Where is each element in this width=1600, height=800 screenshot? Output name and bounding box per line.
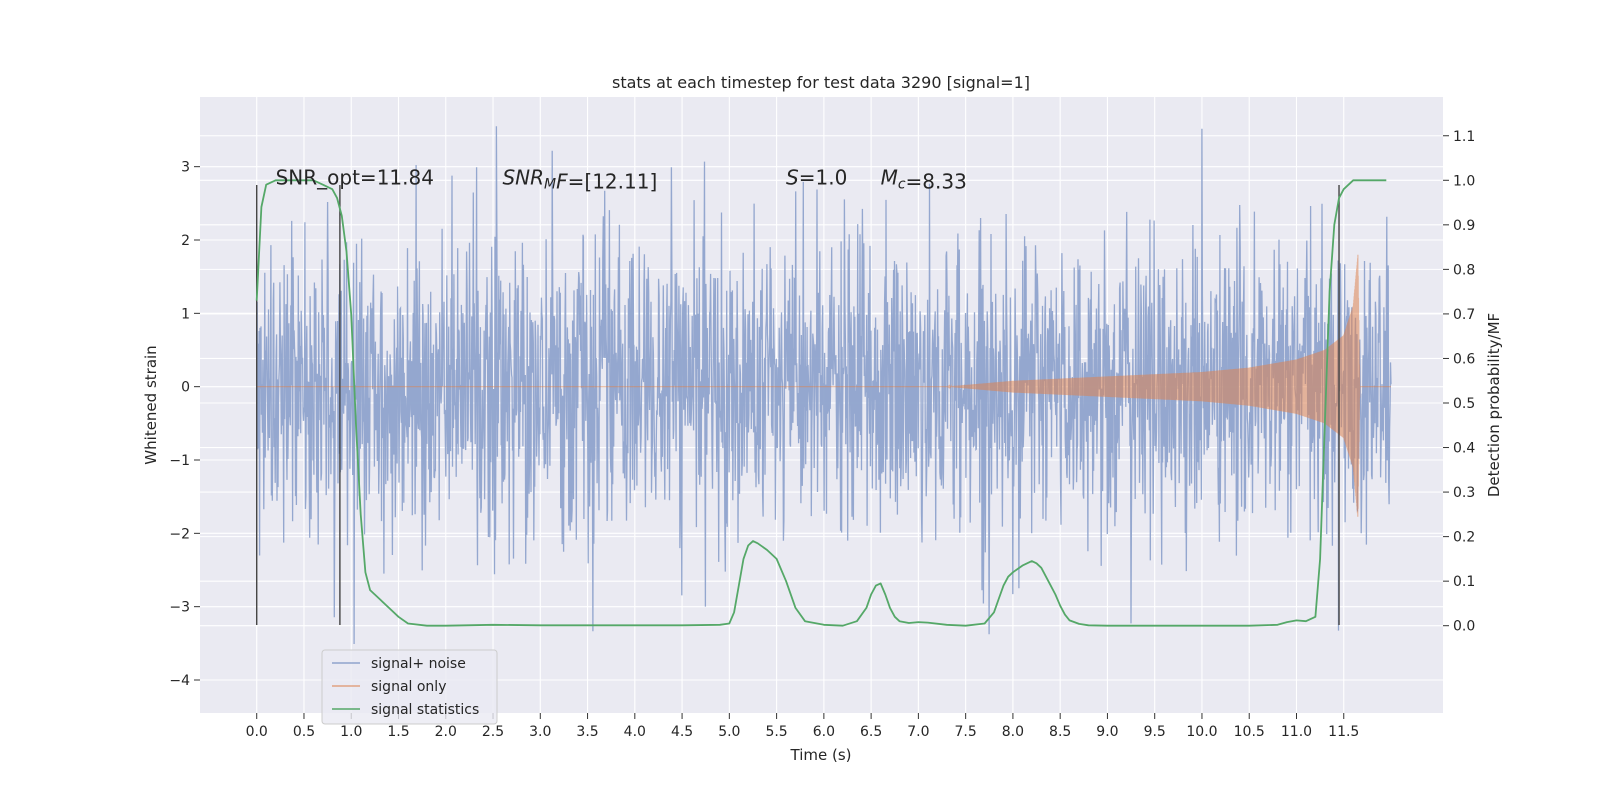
y-tick-label: −2: [169, 526, 190, 542]
x-tick-label: 1.0: [340, 724, 362, 740]
x-tick-label: 2.5: [482, 724, 504, 740]
chart-title: stats at each timestep for test data 329…: [612, 73, 1030, 92]
annotation-part: F: [556, 170, 568, 194]
y-tick-label: 3: [181, 160, 190, 176]
y-right-tick-label: 0.4: [1453, 441, 1475, 457]
signal-noise-line: [256, 126, 1392, 645]
y-right-tick-label: 0.6: [1453, 351, 1475, 367]
series-signal-noise: [256, 126, 1392, 645]
x-tick-label: 9.5: [1144, 724, 1166, 740]
legend-label-signal-only: signal only: [371, 679, 446, 695]
y-tick-label: 0: [181, 380, 190, 396]
legend-box: [321, 649, 498, 725]
x-tick-label: 6.0: [813, 724, 835, 740]
legend: signal+ noise signal only signal statist…: [321, 649, 498, 725]
annotation-part: SNR: [502, 166, 544, 190]
x-tick-label: 5.0: [718, 724, 740, 740]
x-tick-label: 9.0: [1096, 724, 1118, 740]
x-tick-label: 10.5: [1234, 724, 1265, 740]
x-tick-label: 0.0: [246, 724, 268, 740]
y-right-tick-label: 0.8: [1453, 262, 1475, 278]
x-tick-label: 8.5: [1049, 724, 1071, 740]
y-axis-label: Whitened strain: [142, 345, 160, 464]
annotation: SNRMF=[12.11]: [502, 166, 657, 194]
annotation-part: =1.0: [799, 166, 848, 190]
y-right-tick-label: 1.0: [1453, 173, 1475, 189]
signal-only-line: [256, 254, 1391, 517]
x-axis-label: Time (s): [790, 746, 852, 764]
y-tick-label: −3: [169, 600, 190, 616]
y-right-tick-label: 0.5: [1453, 396, 1475, 412]
x-tick-label: 2.0: [435, 724, 457, 740]
y-right-axis-label: Detection probability/MF: [1485, 313, 1503, 497]
y-tick-label: −1: [169, 453, 190, 469]
y-right-tick-label: 0.9: [1453, 218, 1475, 234]
annotation: S=1.0: [786, 166, 847, 190]
annotation-part: S: [786, 166, 799, 190]
y-right-tick-label: 0.2: [1453, 530, 1475, 546]
x-tick-label: 8.0: [1002, 724, 1024, 740]
annotation-part: M: [544, 177, 556, 193]
x-tick-label: 1.5: [387, 724, 409, 740]
annotation-part: M: [881, 166, 898, 190]
annotation: SNR_opt=11.84: [276, 166, 434, 190]
y-tick-label: 2: [181, 233, 190, 249]
y-tick-label: −4: [169, 673, 190, 689]
x-tick-label: 7.0: [907, 724, 929, 740]
x-tick-label: 4.5: [671, 724, 693, 740]
annotation-part: =8.33: [906, 170, 967, 194]
x-tick-label: 11.5: [1328, 724, 1359, 740]
x-tick-label: 0.5: [293, 724, 315, 740]
signal-statistics-line: [255, 179, 1387, 627]
y-right-axis-ticks: 0.0 0.1 0.2 0.3 0.4 0.5 0.6 0.7 0.8 0.9 1.0 1.1: [1443, 129, 1475, 635]
x-tick-label: 11.0: [1281, 724, 1312, 740]
x-tick-label: 6.5: [860, 724, 882, 740]
annotation: Mc=8.33: [881, 166, 967, 194]
series-signal-statistics: [255, 179, 1387, 627]
x-tick-label: 7.5: [955, 724, 977, 740]
y-right-tick-label: 1.1: [1453, 129, 1475, 145]
y-right-tick-label: 0.1: [1453, 574, 1475, 590]
x-tick-label: 10.0: [1186, 724, 1217, 740]
x-tick-label: 4.0: [624, 724, 646, 740]
annotation-part: SNR_opt=11.84: [276, 166, 434, 190]
annotation-part: c: [898, 177, 906, 193]
y-right-tick-label: 0.3: [1453, 485, 1475, 501]
x-axis-ticks: 0.0 0.5 1.0 1.5 2.0 2.5 3.0 3.5 4.0 4.5 5.0 5.5 6.0 6…: [246, 713, 1359, 740]
annotation-part: =[12.11]: [568, 170, 658, 194]
annotations: SNR_opt=11.84 SNRMF=[12.11] S=1.0 Mc=8.33: [276, 166, 967, 194]
legend-label-signal-statistics: signal statistics: [371, 702, 479, 718]
x-tick-label: 3.0: [529, 724, 551, 740]
y-right-tick-label: 0.0: [1453, 619, 1475, 635]
series-signal-only: [256, 254, 1391, 517]
y-axis-ticks: −4 −3 −2 −1 0 1 2 3: [169, 160, 200, 689]
vertical-lines: [256, 185, 1340, 625]
x-tick-label: 5.5: [765, 724, 787, 740]
legend-label-signal-noise: signal+ noise: [371, 656, 466, 672]
y-right-tick-label: 0.7: [1453, 307, 1475, 323]
y-tick-label: 1: [181, 306, 190, 322]
x-tick-label: 3.5: [576, 724, 598, 740]
